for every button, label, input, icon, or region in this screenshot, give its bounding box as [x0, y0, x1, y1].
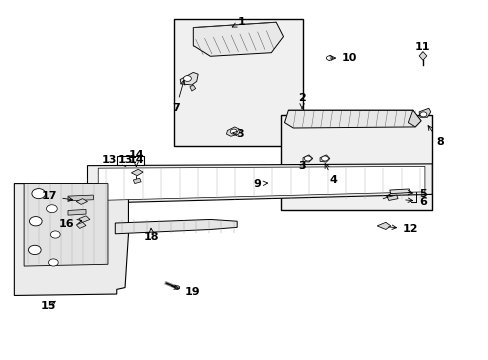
- Text: 10: 10: [329, 53, 357, 63]
- Polygon shape: [303, 155, 312, 162]
- Circle shape: [304, 156, 311, 161]
- Polygon shape: [226, 127, 240, 136]
- Polygon shape: [115, 220, 237, 234]
- Text: 16: 16: [59, 219, 81, 229]
- Polygon shape: [418, 51, 426, 60]
- Circle shape: [183, 76, 191, 81]
- Polygon shape: [131, 169, 143, 176]
- Polygon shape: [76, 222, 86, 228]
- Polygon shape: [189, 85, 195, 91]
- Circle shape: [48, 259, 58, 266]
- Text: 3: 3: [298, 161, 305, 171]
- Text: 14: 14: [128, 155, 144, 165]
- Circle shape: [50, 231, 60, 238]
- Text: 8: 8: [427, 126, 443, 147]
- Circle shape: [46, 205, 57, 213]
- Text: 3: 3: [232, 129, 244, 139]
- Text: 11: 11: [414, 42, 429, 52]
- Text: 2: 2: [298, 93, 305, 109]
- Polygon shape: [98, 166, 424, 201]
- Text: 5: 5: [407, 189, 426, 199]
- Polygon shape: [180, 72, 198, 85]
- Circle shape: [28, 245, 41, 255]
- Circle shape: [419, 112, 426, 117]
- Text: 15: 15: [41, 301, 56, 311]
- Text: 17: 17: [41, 191, 72, 201]
- Text: 9: 9: [253, 179, 267, 189]
- Text: 18: 18: [144, 228, 159, 242]
- Polygon shape: [76, 199, 87, 204]
- Text: 1: 1: [232, 17, 245, 27]
- Polygon shape: [326, 55, 331, 60]
- Text: 12: 12: [388, 224, 418, 234]
- Circle shape: [326, 56, 331, 60]
- Polygon shape: [386, 195, 397, 201]
- Polygon shape: [193, 22, 283, 56]
- Polygon shape: [376, 222, 390, 229]
- Polygon shape: [418, 108, 430, 117]
- Text: 6: 6: [405, 197, 426, 207]
- Text: 13: 13: [117, 155, 132, 165]
- Polygon shape: [87, 164, 431, 203]
- Polygon shape: [24, 184, 108, 266]
- Polygon shape: [284, 110, 420, 128]
- Circle shape: [29, 217, 42, 226]
- Text: 7: 7: [172, 80, 184, 113]
- FancyBboxPatch shape: [173, 19, 303, 146]
- Polygon shape: [14, 184, 128, 296]
- Polygon shape: [407, 110, 420, 127]
- Circle shape: [230, 129, 237, 134]
- Text: 19: 19: [171, 285, 200, 297]
- FancyBboxPatch shape: [281, 116, 431, 211]
- Circle shape: [32, 189, 45, 199]
- Text: 4: 4: [325, 163, 337, 185]
- Bar: [117, 156, 143, 165]
- Polygon shape: [389, 189, 409, 194]
- Polygon shape: [68, 210, 86, 215]
- Text: 14: 14: [128, 150, 144, 166]
- Polygon shape: [133, 178, 141, 184]
- Polygon shape: [320, 155, 329, 162]
- Circle shape: [174, 286, 179, 289]
- Polygon shape: [79, 216, 90, 222]
- Text: 13: 13: [101, 155, 125, 166]
- Circle shape: [321, 156, 328, 161]
- Polygon shape: [68, 195, 93, 201]
